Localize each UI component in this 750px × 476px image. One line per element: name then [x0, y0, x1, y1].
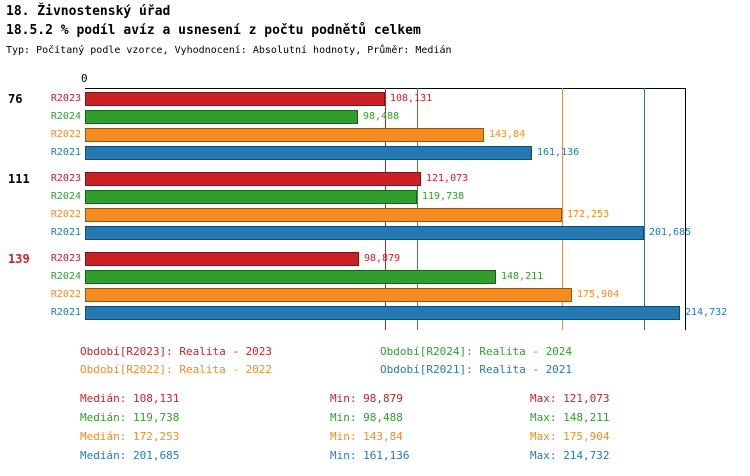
- bar-series-label: R2022: [50, 129, 81, 140]
- legend-item-R2023: Období[R2023]: Realita - 2023: [80, 345, 273, 358]
- stat-min-R2023: Min: 98,879: [330, 392, 403, 405]
- stat-max-R2022: Max: 175,904: [530, 430, 610, 443]
- stat-max-R2023: Max: 121,073: [530, 392, 610, 405]
- bar-series-label: R2023: [50, 173, 81, 184]
- bar-R2024: [85, 110, 358, 124]
- bar-value-label: 98,879: [364, 253, 401, 264]
- bar-series-label: R2022: [50, 289, 81, 300]
- bar-R2022: [85, 128, 484, 142]
- axis-origin-label: 0: [81, 72, 88, 85]
- bar-value-label: 143,84: [489, 129, 526, 140]
- legend-item-R2024: Období[R2024]: Realita - 2024: [380, 345, 573, 358]
- bar-R2021: [85, 146, 532, 160]
- bar-R2022: [85, 288, 572, 302]
- page-title: 18. Živnostenský úřad: [6, 4, 171, 19]
- bar-value-label: 148,211: [501, 271, 544, 282]
- group-label: 111: [8, 172, 30, 186]
- group-label: 76: [8, 92, 23, 106]
- chart-meta: Typ: Počítaný podle vzorce, Vyhodnocení:…: [6, 45, 452, 56]
- legend-item-R2022: Období[R2022]: Realita - 2022: [80, 363, 273, 376]
- stat-median-R2022: Medián: 172,253: [80, 430, 180, 443]
- bar-R2023: [85, 92, 385, 106]
- bar-R2024: [85, 270, 496, 284]
- stat-median-R2021: Medián: 201,685: [80, 449, 180, 462]
- bar-series-label: R2024: [50, 111, 81, 122]
- stat-max-R2024: Max: 148,211: [530, 411, 610, 424]
- bar-value-label: 121,073: [426, 173, 469, 184]
- bar-value-label: 201,685: [649, 227, 692, 238]
- stat-max-R2021: Max: 214,732: [530, 449, 610, 462]
- bar-value-label: 98,488: [363, 111, 400, 122]
- bar-series-label: R2024: [50, 271, 81, 282]
- bar-value-label: 161,136: [537, 147, 580, 158]
- chart-subtitle: 18.5.2 % podíl avíz a usnesení z počtu p…: [6, 23, 421, 38]
- bar-value-label: 108,131: [390, 93, 433, 104]
- stat-median-R2024: Medián: 119,738: [80, 411, 180, 424]
- bar-series-label: R2021: [50, 227, 81, 238]
- median-line-R2022: [562, 88, 563, 330]
- group-label: 139: [8, 252, 30, 266]
- bar-value-label: 172,253: [567, 209, 610, 220]
- stat-min-R2024: Min: 98,488: [330, 411, 403, 424]
- axis-right-line: [685, 88, 686, 330]
- bar-R2024: [85, 190, 417, 204]
- bar-R2023: [85, 172, 421, 186]
- bar-R2022: [85, 208, 562, 222]
- bar-series-label: R2021: [50, 147, 81, 158]
- bar-series-label: R2023: [50, 93, 81, 104]
- bar-R2023: [85, 252, 359, 266]
- bar-value-label: 119,738: [422, 191, 465, 202]
- bar-R2021: [85, 306, 680, 320]
- stat-min-R2021: Min: 161,136: [330, 449, 410, 462]
- bar-series-label: R2022: [50, 209, 81, 220]
- bar-value-label: 214,732: [685, 307, 728, 318]
- bar-series-label: R2024: [50, 191, 81, 202]
- stat-median-R2023: Medián: 108,131: [80, 392, 180, 405]
- legend-item-R2021: Období[R2021]: Realita - 2021: [380, 363, 573, 376]
- stat-min-R2022: Min: 143,84: [330, 430, 403, 443]
- bar-series-label: R2023: [50, 253, 81, 264]
- median-line-R2021: [644, 88, 645, 330]
- bar-series-label: R2021: [50, 307, 81, 318]
- bar-R2021: [85, 226, 644, 240]
- bar-value-label: 175,904: [577, 289, 620, 300]
